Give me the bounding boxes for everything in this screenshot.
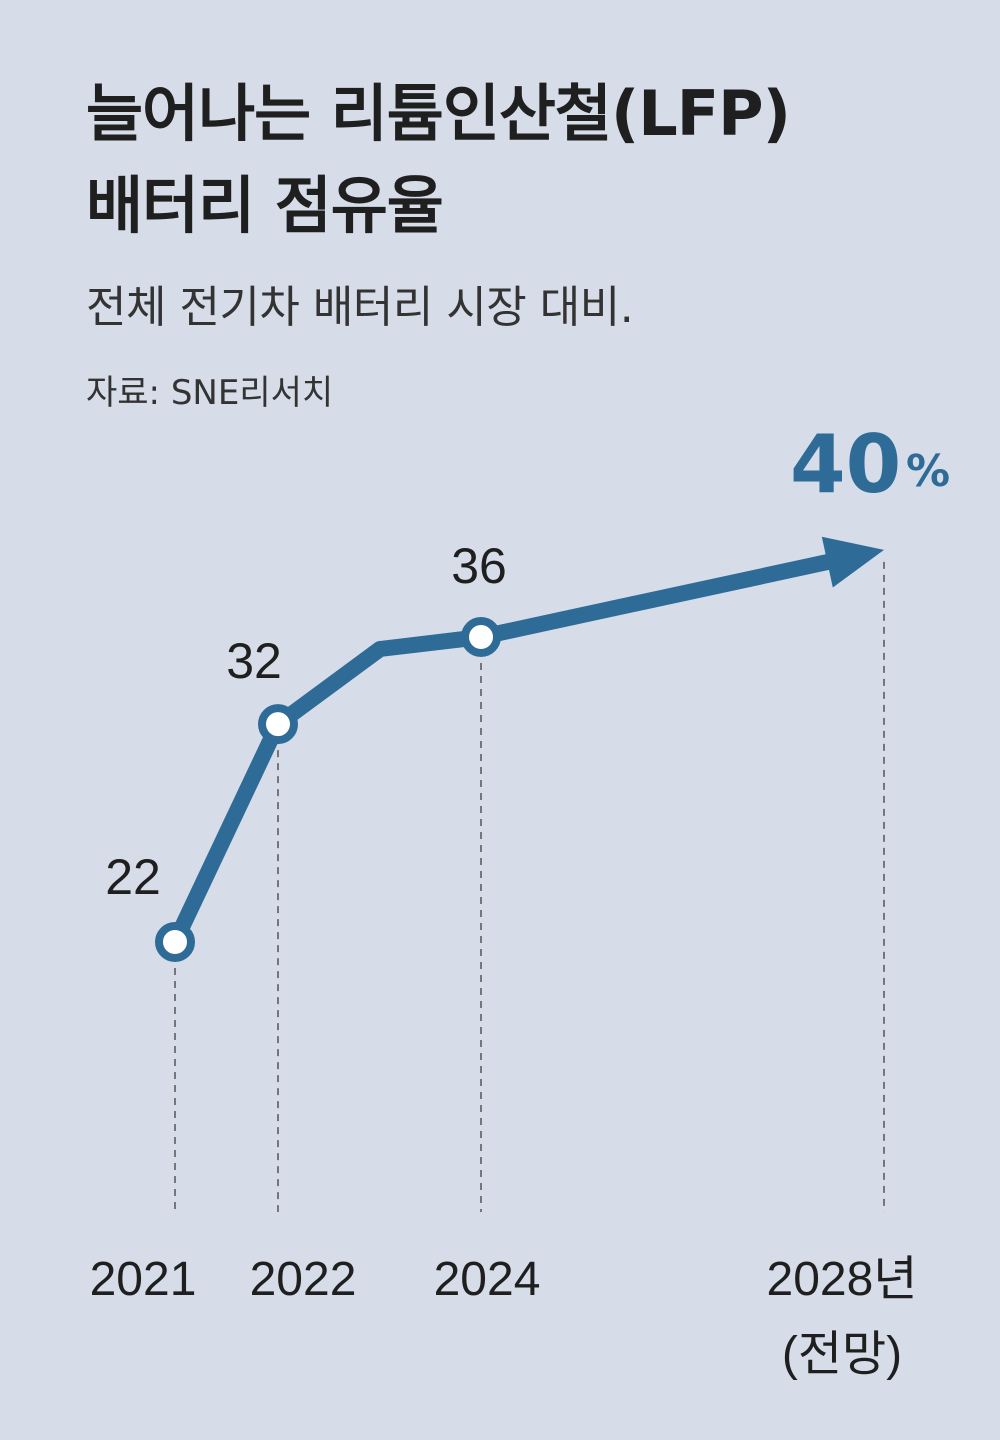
title-line-2: 배터리 점유율 [86,169,444,242]
data-point-2024 [461,617,501,657]
chart-subtitle: 전체 전기차 배터리 시장 대비. [86,282,634,333]
guide-lines [174,561,885,1212]
title-line-1: 늘어나는 리튬인산철(LFP) [86,77,791,150]
data-label-2024: 36 [451,538,507,594]
arrow-head [821,536,884,588]
data-point-2022 [258,704,298,745]
x-tick-label-0: 2021 [90,1253,197,1306]
series-line [167,551,842,946]
x-tick-label-3: 2028년 [767,1253,918,1306]
data-labels: 22 32 36 40% [105,418,950,905]
data-label-2028: 40 [790,418,901,511]
data-markers [155,617,501,962]
x-tick-label-2: 2024 [434,1253,541,1306]
unit-label: % [906,446,950,497]
x-tick-label-4: (전망) [782,1328,902,1381]
data-label-2022: 32 [226,633,282,689]
data-label-2021: 22 [105,849,161,905]
chart-source: 자료: SNE리서치 [86,373,334,413]
data-point-2021 [155,922,195,962]
x-tick-label-1: 2022 [250,1253,357,1306]
chart-title: 늘어나는 리튬인산철(LFP) 배터리 점유율 [86,68,966,252]
x-axis-tick-labels: 2021 2022 2024 2028년 (전망) [90,1253,918,1381]
